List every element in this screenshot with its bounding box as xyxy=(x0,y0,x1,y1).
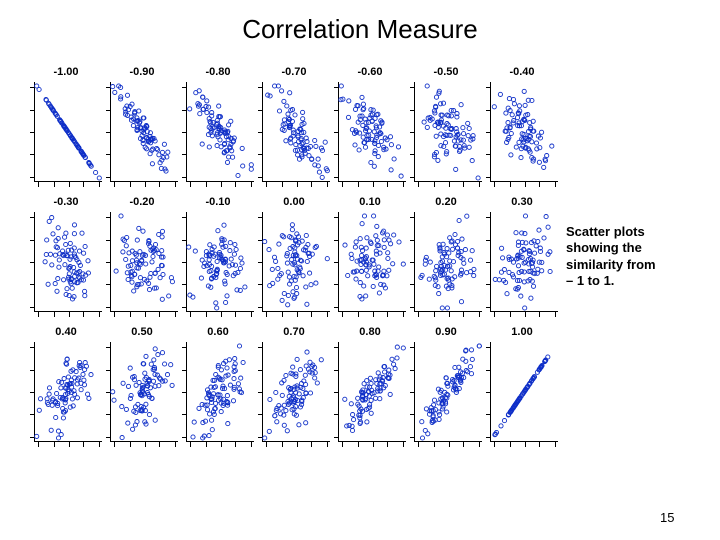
scatter-panel: -0.70 xyxy=(256,66,332,196)
scatter-points xyxy=(110,82,178,182)
scatter-panel: 0.80 xyxy=(332,326,408,456)
panel-correlation-label: 0.40 xyxy=(28,326,104,338)
scatter-panel: 1.00 xyxy=(484,326,560,456)
page-title: Correlation Measure xyxy=(0,14,720,45)
scatter-panel: -0.80 xyxy=(180,66,256,196)
panel-correlation-label: 1.00 xyxy=(484,326,560,338)
scatter-panel: -0.40 xyxy=(484,66,560,196)
scatter-panel: 0.40 xyxy=(28,326,104,456)
panel-correlation-label: 0.20 xyxy=(408,196,484,208)
scatter-points xyxy=(490,212,558,312)
scatter-panel: 0.00 xyxy=(256,196,332,326)
scatter-points xyxy=(490,82,558,182)
scatter-points xyxy=(262,342,330,442)
panel-correlation-label: -0.60 xyxy=(332,66,408,78)
scatter-panel: 0.60 xyxy=(180,326,256,456)
scatter-points xyxy=(34,212,102,312)
scatter-panel: 0.10 xyxy=(332,196,408,326)
scatter-panel: 0.30 xyxy=(484,196,560,326)
panel-correlation-label: 0.10 xyxy=(332,196,408,208)
scatter-panel: 0.50 xyxy=(104,326,180,456)
scatter-panel: -1.00 xyxy=(28,66,104,196)
scatter-points xyxy=(110,212,178,312)
scatter-points xyxy=(34,82,102,182)
scatter-points xyxy=(414,342,482,442)
panel-correlation-label: -1.00 xyxy=(28,66,104,78)
scatter-panel: -0.10 xyxy=(180,196,256,326)
panel-correlation-label: -0.10 xyxy=(180,196,256,208)
panel-correlation-label: -0.50 xyxy=(408,66,484,78)
scatter-grid: -1.00-0.90-0.80-0.70-0.60-0.50-0.40 -0.30… xyxy=(28,66,560,456)
panel-correlation-label: 0.90 xyxy=(408,326,484,338)
scatter-points xyxy=(262,212,330,312)
scatter-panel: -0.20 xyxy=(104,196,180,326)
scatter-points xyxy=(186,342,254,442)
scatter-points xyxy=(414,82,482,182)
scatter-points xyxy=(414,212,482,312)
panel-correlation-label: 0.60 xyxy=(180,326,256,338)
scatter-points xyxy=(262,82,330,182)
scatter-panel: -0.30 xyxy=(28,196,104,326)
scatter-points xyxy=(490,342,558,442)
panel-correlation-label: -0.20 xyxy=(104,196,180,208)
panel-correlation-label: -0.30 xyxy=(28,196,104,208)
scatter-points xyxy=(34,342,102,442)
scatter-panel: 0.20 xyxy=(408,196,484,326)
scatter-panel: -0.90 xyxy=(104,66,180,196)
panel-correlation-label: 0.70 xyxy=(256,326,332,338)
panel-correlation-label: -0.70 xyxy=(256,66,332,78)
scatter-points xyxy=(186,82,254,182)
panel-correlation-label: -0.90 xyxy=(104,66,180,78)
panel-correlation-label: 0.80 xyxy=(332,326,408,338)
scatter-panel: -0.60 xyxy=(332,66,408,196)
panel-correlation-label: 0.30 xyxy=(484,196,560,208)
panel-correlation-label: 0.50 xyxy=(104,326,180,338)
scatter-panel: 0.90 xyxy=(408,326,484,456)
scatter-panel: -0.50 xyxy=(408,66,484,196)
scatter-points xyxy=(110,342,178,442)
panel-correlation-label: 0.00 xyxy=(256,196,332,208)
scatter-points xyxy=(338,342,406,442)
scatter-points xyxy=(338,212,406,312)
scatter-panel: 0.70 xyxy=(256,326,332,456)
scatter-points xyxy=(338,82,406,182)
page-number: 15 xyxy=(660,510,674,525)
panel-correlation-label: -0.80 xyxy=(180,66,256,78)
panel-correlation-label: -0.40 xyxy=(484,66,560,78)
caption-text: Scatter plotsshowing thesimilarity from–… xyxy=(566,224,656,289)
scatter-points xyxy=(186,212,254,312)
